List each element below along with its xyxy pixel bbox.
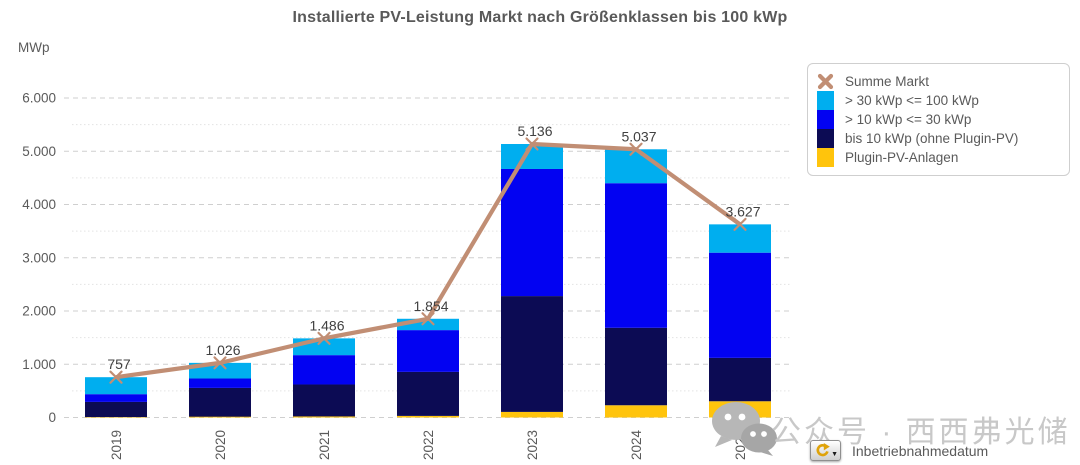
- y-tick-label: 1.000: [22, 357, 56, 372]
- bar-2019-gt30-le100[interactable]: [85, 377, 147, 395]
- dropdown-caret-icon: ▼: [831, 451, 838, 458]
- bar-2022-le10[interactable]: [397, 371, 459, 416]
- bar-2023-plugin[interactable]: [501, 411, 563, 418]
- x-tick-2019: 2019: [109, 430, 124, 460]
- total-label-2023: 5.136: [517, 123, 552, 139]
- x-axis-field-label: Inbetriebnahmedatum: [852, 442, 989, 459]
- total-label-2022: 1.854: [413, 298, 448, 314]
- bar-2021-gt10-le30[interactable]: [293, 355, 355, 385]
- summe-markt-marker-2021: [317, 331, 331, 345]
- bar-2019-le10[interactable]: [85, 401, 147, 418]
- y-tick-label: 6.000: [22, 91, 56, 106]
- bar-2024-le10[interactable]: [605, 327, 667, 406]
- x-tick-2020: 2020: [213, 430, 228, 460]
- bar-2022-plugin[interactable]: [397, 415, 459, 418]
- summe-markt-marker-2023: [525, 137, 539, 151]
- bar-2021-gt30-le100[interactable]: [293, 338, 355, 356]
- legend-item-label: > 30 kWp <= 100 kWp: [845, 93, 979, 108]
- legend-item-gt30-le100[interactable]: > 30 kWp <= 100 kWp: [817, 91, 1059, 110]
- y-axis-unit-label: MWp: [18, 40, 50, 55]
- bar-2023-gt10-le30[interactable]: [501, 168, 563, 297]
- x-tick-2022: 2022: [421, 430, 436, 460]
- bar-2019-gt10-le30[interactable]: [85, 394, 147, 402]
- legend-item-summe-markt[interactable]: Summe Markt: [817, 72, 1059, 91]
- summe-markt-marker-2025: [733, 217, 747, 231]
- bar-2022-gt10-le30[interactable]: [397, 330, 459, 372]
- total-label-2025: 3.627: [725, 203, 760, 219]
- y-tick-label: 0: [48, 410, 56, 425]
- legend-item-gt10-le30[interactable]: > 10 kWp <= 30 kWp: [817, 110, 1059, 129]
- total-label-2020: 1.026: [205, 342, 240, 358]
- x-tick-2025: 2025: [733, 430, 748, 460]
- summe-markt-x-marker-icon: [817, 72, 834, 91]
- bar-2023-le10[interactable]: [501, 296, 563, 412]
- bar-2024-plugin[interactable]: [605, 405, 667, 418]
- legend: Summe Markt > 30 kWp <= 100 kWp > 10 kWp <…: [807, 63, 1070, 176]
- circular-arrow-icon: [816, 443, 830, 457]
- bar-2020-le10[interactable]: [189, 387, 251, 417]
- x-tick-2023: 2023: [525, 430, 540, 460]
- legend-item-plugin[interactable]: Plugin-PV-Anlagen: [817, 148, 1059, 167]
- bar-2022-gt30-le100[interactable]: [397, 318, 459, 331]
- legend-color-swatch-gt10-le30: [817, 110, 834, 129]
- x-axis-field: ▼ Inbetriebnahmedatum: [810, 440, 988, 461]
- summe-markt-marker-2024: [629, 142, 643, 156]
- bar-2025-le10[interactable]: [709, 357, 771, 402]
- bar-2020-plugin[interactable]: [189, 416, 251, 418]
- legend-item-label: > 10 kWp <= 30 kWp: [845, 112, 972, 127]
- x-tick-2021: 2021: [317, 430, 332, 460]
- legend-item-le10[interactable]: bis 10 kWp (ohne Plugin-PV): [817, 129, 1059, 148]
- inbetriebnahmedatum-field-icon[interactable]: ▼: [810, 440, 841, 461]
- bar-2025-gt30-le100[interactable]: [709, 224, 771, 253]
- legend-color-swatch-gt30-le100: [817, 91, 834, 110]
- legend-item-label: Summe Markt: [845, 74, 930, 89]
- total-label-2024: 5.037: [621, 128, 656, 144]
- bar-2023-gt30-le100[interactable]: [501, 144, 563, 169]
- bar-2021-le10[interactable]: [293, 384, 355, 417]
- y-tick-label: 4.000: [22, 197, 56, 212]
- y-tick-label: 5.000: [22, 144, 56, 159]
- y-tick-label: 2.000: [22, 304, 56, 319]
- total-label-2019: 757: [107, 356, 131, 372]
- y-tick-label: 3.000: [22, 250, 56, 265]
- legend-color-swatch-plugin: [817, 148, 834, 167]
- legend-item-label: bis 10 kWp (ohne Plugin-PV): [845, 131, 1019, 146]
- total-label-2021: 1.486: [309, 317, 344, 333]
- summe-markt-marker-2022: [421, 312, 435, 326]
- x-tick-2024: 2024: [629, 429, 644, 460]
- bar-2025-plugin[interactable]: [709, 401, 771, 418]
- bar-2025-gt10-le30[interactable]: [709, 252, 771, 358]
- bar-2024-gt10-le30[interactable]: [605, 183, 667, 328]
- chart-title: Installierte PV-Leistung Markt nach Größ…: [292, 9, 788, 26]
- legend-item-label: Plugin-PV-Anlagen: [845, 150, 959, 165]
- summe-markt-marker-2019: [109, 370, 123, 384]
- legend-color-swatch-le10: [817, 129, 834, 148]
- bar-2020-gt10-le30[interactable]: [189, 378, 251, 388]
- summe-markt-marker-2020: [213, 356, 227, 370]
- bar-2021-plugin[interactable]: [293, 416, 355, 418]
